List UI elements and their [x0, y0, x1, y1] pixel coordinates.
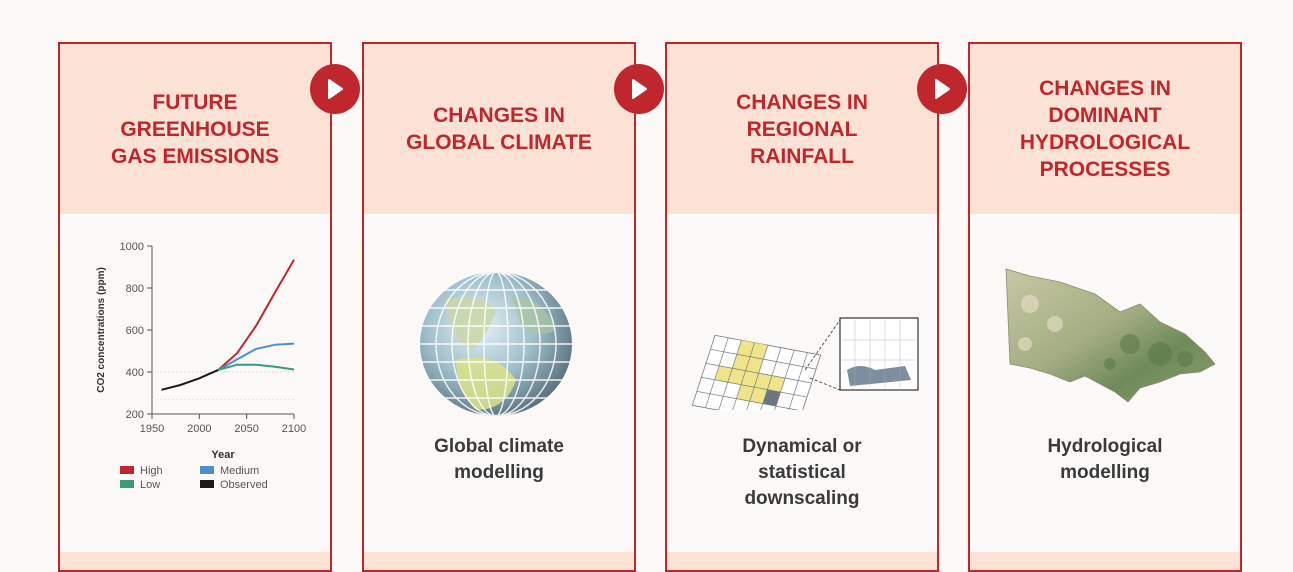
- y-tick-label: 1000: [120, 241, 144, 253]
- panel-emissions: FUTURE GREENHOUSE GAS EMISSIONS 200 400 60…: [58, 42, 332, 572]
- panel-global-climate: CHANGES IN GLOBAL CLIMATE: [362, 42, 636, 572]
- legend-label-observed: Observed: [220, 479, 268, 491]
- y-tick-label: 400: [126, 367, 144, 379]
- legend-swatch-medium: [200, 466, 214, 474]
- play-arrow-icon: [310, 64, 360, 114]
- victoria-map-illustration: [1005, 268, 1216, 403]
- panel-title: FUTURE GREENHOUSE GAS EMISSIONS: [110, 90, 280, 168]
- panel-regional-rainfall: CHANGES IN REGIONAL RAINFALL: [665, 42, 939, 572]
- panel-header: FUTURE GREENHOUSE GAS EMISSIONS: [60, 44, 330, 214]
- series-line-medium: [217, 342, 295, 371]
- x-axis-label: Year: [211, 449, 235, 461]
- x-tick-label: 2100: [282, 423, 306, 435]
- panel-footer: [364, 552, 634, 570]
- globe-illustration: [420, 272, 572, 416]
- legend-label-high: High: [140, 465, 163, 477]
- panel-caption: Global climate modelling: [434, 436, 564, 483]
- x-tick-label: 1950: [140, 423, 164, 435]
- y-axis-label: CO2 concentrations (ppm): [96, 267, 107, 393]
- series-line-high: [217, 259, 295, 371]
- legend-swatch-high: [120, 466, 134, 474]
- legend-swatch-low: [120, 480, 134, 488]
- panel-title: CHANGES IN DOMINANT HYDROLOGICAL PROCESS…: [1019, 77, 1191, 181]
- y-tick-label: 600: [126, 325, 144, 337]
- panel-hydrological: CHANGES IN DOMINANT HYDROLOGICAL PROCESS…: [968, 42, 1242, 572]
- panel-title: CHANGES IN GLOBAL CLIMATE: [406, 104, 592, 154]
- series-line-observed: [161, 368, 219, 391]
- downscaling-illustration: [691, 317, 919, 410]
- x-tick-label: 2000: [187, 423, 211, 435]
- y-tick-label: 800: [126, 283, 144, 295]
- legend-swatch-observed: [200, 480, 214, 488]
- legend-label-low: Low: [140, 479, 160, 491]
- panel-footer: [667, 552, 937, 570]
- panel-footer: [970, 552, 1240, 570]
- play-arrow-icon: [614, 64, 664, 114]
- panel-header: CHANGES IN REGIONAL RAINFALL: [667, 44, 937, 214]
- panel-header: CHANGES IN DOMINANT HYDROLOGICAL PROCESS…: [970, 44, 1240, 214]
- legend-label-medium: Medium: [220, 465, 259, 477]
- y-tick-label: 200: [126, 409, 144, 421]
- co2-chart: 200 400 600 800 1000 1950 2000 2050 2100 CO2 conc…: [96, 241, 306, 491]
- panel-header: CHANGES IN GLOBAL CLIMATE: [364, 44, 634, 214]
- x-tick-label: 2050: [234, 423, 258, 435]
- panel-caption: Dynamical or statistical downscaling: [742, 436, 862, 509]
- panel-caption: Hydrological modelling: [1047, 436, 1163, 483]
- panel-footer: [60, 552, 330, 570]
- panel-title: CHANGES IN REGIONAL RAINFALL: [736, 90, 868, 168]
- series-line-low: [218, 363, 295, 371]
- play-arrow-icon: [917, 64, 967, 114]
